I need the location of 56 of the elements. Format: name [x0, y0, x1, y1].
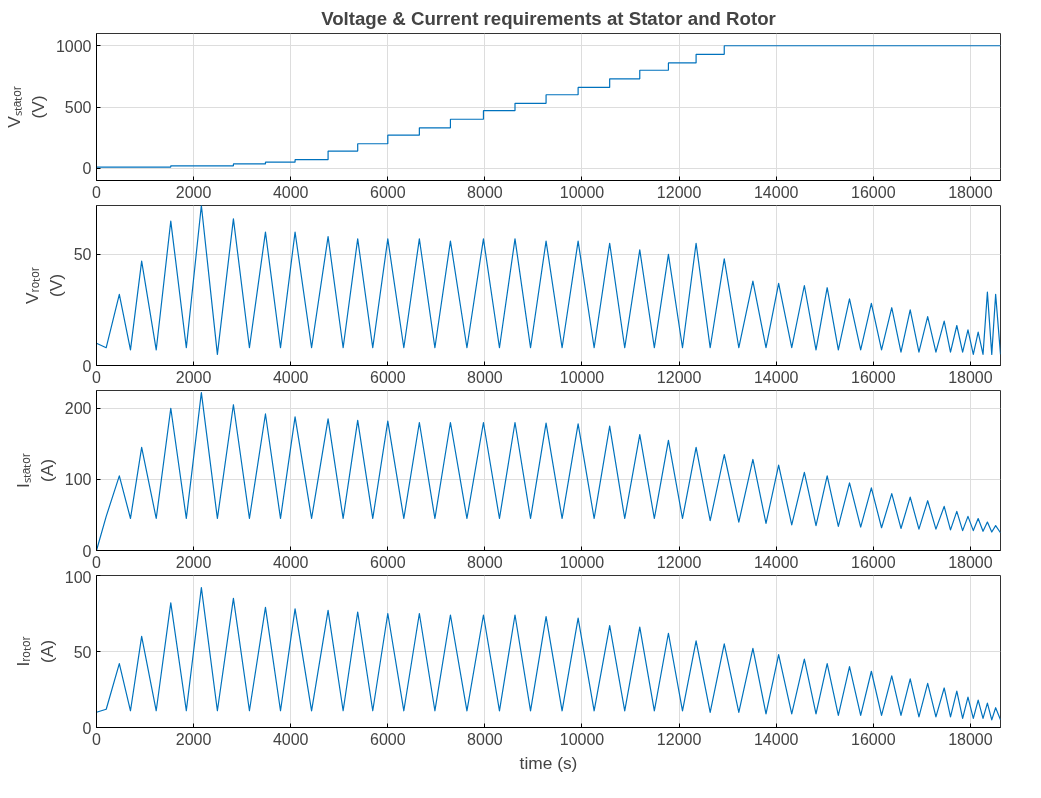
x-tick-label: 8000 [467, 553, 503, 571]
x-tick-label: 16000 [851, 730, 896, 748]
x-tick-label: 18000 [948, 183, 993, 201]
y-tick-label: 100 [64, 568, 92, 586]
chart-title: Voltage & Current requirements at Stator and Rotor [321, 7, 776, 29]
y-axis-title: Vᵣₒₜₒᵣ (V) [21, 267, 66, 304]
y-tick-label: 500 [64, 99, 92, 116]
y-axis-title: Iᵣₒₜₒᵣ (A) [12, 636, 57, 667]
x-tick-label: 10000 [559, 730, 605, 748]
y-tick-label: 100 [64, 471, 92, 489]
x-tick-label: 18000 [948, 368, 993, 386]
y-axis-title: Vₛₜₐₜₒᵣ (V) [3, 86, 48, 128]
x-tick-label: 10000 [559, 553, 605, 571]
x-tick-label: 14000 [753, 730, 799, 748]
x-tick-label: 16000 [851, 553, 896, 571]
x-tick-label: 14000 [753, 553, 799, 571]
y-tick-label: 50 [73, 643, 92, 661]
x-tick-label: 6000 [370, 553, 406, 571]
x-tick-label: 12000 [656, 730, 702, 748]
line-series [96, 205, 1001, 355]
x-tick-label: 16000 [851, 368, 896, 386]
x-tick-label: 4000 [272, 553, 309, 571]
x-tick-label: 2000 [175, 730, 212, 748]
line-series [96, 392, 1001, 551]
x-tick-label: 14000 [753, 368, 799, 386]
x-tick-label: 6000 [370, 183, 406, 201]
x-tick-label: 18000 [948, 553, 993, 571]
x-tick-label: 8000 [467, 183, 503, 201]
y-tick-label: 200 [64, 400, 92, 418]
y-tick-label: 50 [73, 246, 92, 264]
x-tick-label: 8000 [467, 368, 503, 386]
x-axis-title: time (s) [519, 752, 578, 773]
x-tick-label: 14000 [753, 183, 799, 201]
x-tick-label: 12000 [656, 183, 702, 201]
y-tick-label: 0 [82, 542, 92, 560]
x-tick-label: 10000 [559, 183, 605, 201]
x-tick-label: 4000 [272, 183, 309, 201]
x-tick-label: 8000 [467, 730, 503, 748]
x-tick-label: 2000 [175, 553, 212, 571]
line-series [96, 587, 1001, 721]
x-tick-label: 2000 [175, 183, 212, 201]
x-tick-label: 16000 [851, 183, 896, 201]
x-tick-label: 2000 [175, 368, 212, 386]
x-tick-label: 18000 [948, 730, 993, 748]
y-tick-label: 1000 [55, 37, 92, 55]
x-tick-label: 10000 [559, 368, 605, 386]
x-tick-label: 6000 [370, 368, 406, 386]
x-tick-label: 12000 [656, 553, 702, 571]
y-axis-title: Iₛₜₐₜₒᵣ (A) [12, 453, 57, 488]
y-tick-label: 0 [82, 357, 92, 375]
x-tick-label: 12000 [656, 368, 702, 386]
x-tick-label: 4000 [272, 368, 309, 386]
y-tick-label: 0 [82, 719, 92, 737]
y-tick-label: 0 [82, 160, 92, 178]
x-tick-label: 4000 [272, 730, 309, 748]
x-tick-label: 6000 [370, 730, 406, 748]
